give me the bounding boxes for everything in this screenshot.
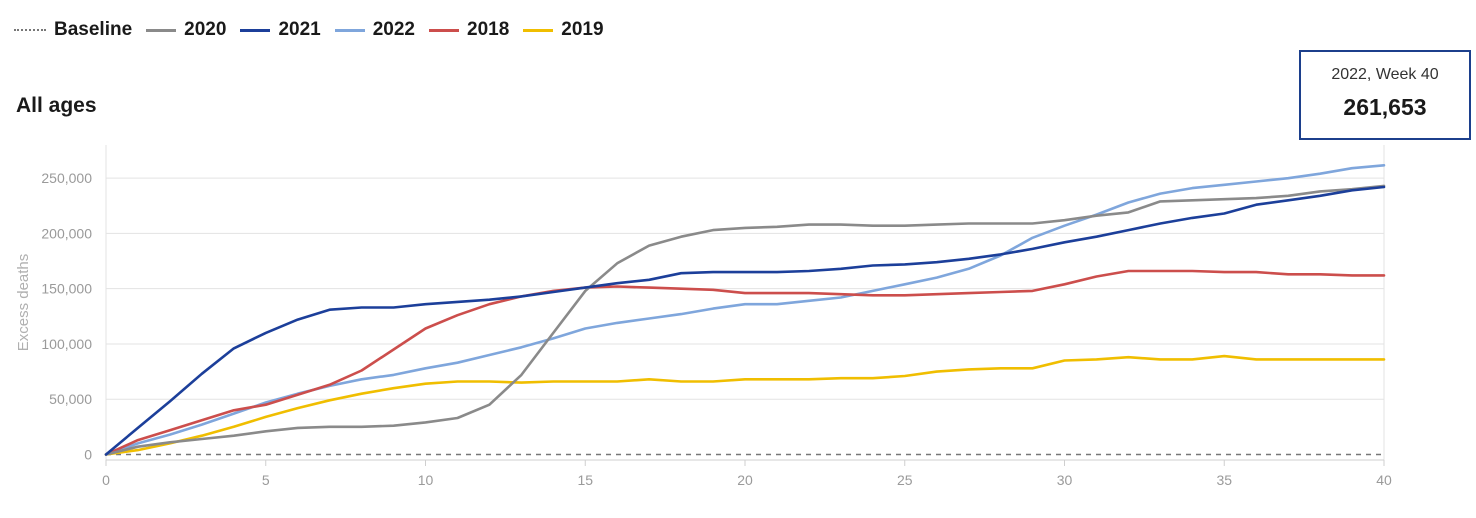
chart-legend: Baseline 2020 2021 2022 2018 2019 bbox=[14, 18, 618, 42]
tooltip-value: 261,653 bbox=[1343, 94, 1427, 120]
legend-swatch bbox=[146, 28, 177, 32]
legend-label: 2022 bbox=[372, 19, 415, 40]
legend-swatch bbox=[334, 28, 365, 32]
x-tick-label: 5 bbox=[262, 472, 270, 488]
legend-label: Baseline bbox=[54, 19, 133, 40]
series-line-2021 bbox=[104, 185, 1386, 456]
legend-label: 2021 bbox=[278, 19, 321, 40]
x-tick-label: 0 bbox=[102, 472, 110, 488]
tooltip-label: 2022, Week 40 bbox=[1331, 66, 1439, 83]
y-tick-label: 250,000 bbox=[41, 170, 92, 186]
series-line-2018 bbox=[104, 269, 1386, 456]
x-tick-label: 25 bbox=[897, 472, 913, 488]
series-line-2022 bbox=[104, 164, 1386, 456]
chart-subtitle: All ages bbox=[16, 94, 97, 117]
legend-item-2018[interactable]: 2018 bbox=[429, 19, 509, 41]
legend-item-2019[interactable]: 2019 bbox=[523, 19, 604, 41]
legend-item-2020[interactable]: 2020 bbox=[146, 19, 226, 41]
legend-label: 2020 bbox=[184, 19, 227, 40]
x-tick-label: 30 bbox=[1057, 472, 1073, 488]
y-axis-title: Excess deaths bbox=[15, 254, 32, 352]
legend-swatch bbox=[523, 28, 554, 32]
y-tick-label: 200,000 bbox=[41, 225, 92, 241]
x-tick-label: 15 bbox=[577, 472, 593, 488]
y-tick-label: 100,000 bbox=[41, 336, 92, 352]
legend-label: 2019 bbox=[561, 19, 604, 40]
y-tick-label: 50,000 bbox=[49, 391, 92, 407]
legend-item-2022[interactable]: 2022 bbox=[334, 19, 415, 41]
series-line-2020 bbox=[104, 184, 1386, 456]
series-line-2019 bbox=[104, 354, 1386, 456]
x-tick-label: 20 bbox=[737, 472, 753, 488]
legend-item-2021[interactable]: 2021 bbox=[240, 19, 321, 41]
chart-tooltip: 2022, Week 40 261,653 bbox=[1299, 50, 1471, 140]
y-tick-label: 150,000 bbox=[41, 281, 92, 297]
legend-swatch bbox=[240, 28, 271, 32]
x-tick-label: 35 bbox=[1216, 472, 1232, 488]
legend-item-baseline[interactable]: Baseline bbox=[14, 19, 132, 41]
legend-swatch bbox=[429, 28, 459, 32]
legend-label: 2018 bbox=[467, 19, 510, 40]
x-tick-label: 40 bbox=[1376, 472, 1392, 488]
x-tick-label: 10 bbox=[418, 472, 434, 488]
legend-swatch bbox=[14, 29, 46, 31]
y-tick-label: 0 bbox=[84, 446, 92, 462]
